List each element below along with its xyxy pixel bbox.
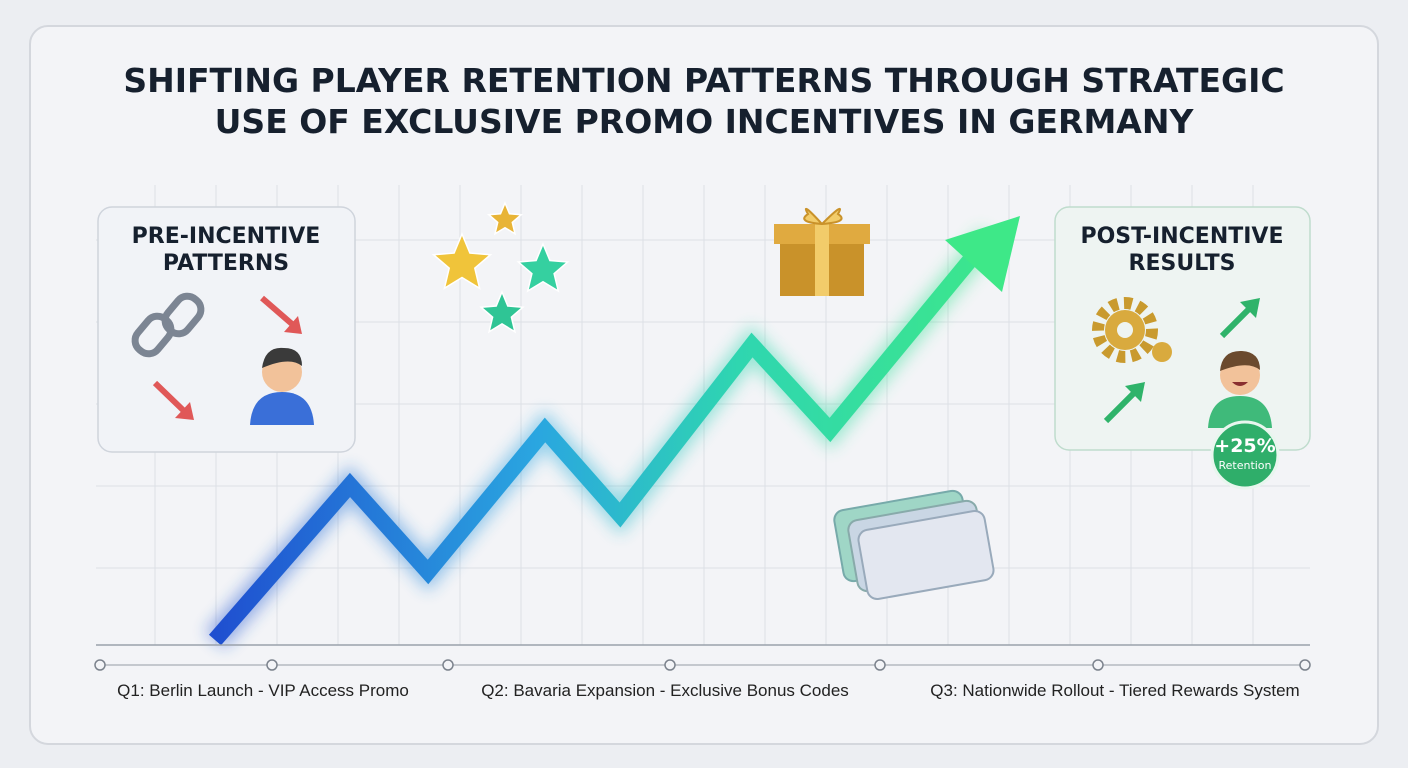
panel-title: PRE-INCENTIVE xyxy=(132,224,321,249)
timeline-label: Q1: Berlin Launch - VIP Access Promo xyxy=(117,681,409,700)
badge-label: Retention xyxy=(1218,459,1271,472)
panel-title: PATTERNS xyxy=(163,251,289,276)
happy-person-icon xyxy=(1208,350,1272,428)
timeline-dot xyxy=(94,659,106,671)
trend-line xyxy=(208,230,997,646)
gift-icon xyxy=(774,207,870,296)
retention-badge xyxy=(1210,420,1280,490)
panel-title: RESULTS xyxy=(1129,251,1236,276)
timeline-dot xyxy=(1299,659,1311,671)
timeline-dots xyxy=(94,659,1311,671)
timeline-dot xyxy=(664,659,676,671)
timeline-label: Q2: Bavaria Expansion - Exclusive Bonus … xyxy=(481,681,849,700)
cards-icon xyxy=(833,489,995,600)
timeline-dot xyxy=(1092,659,1104,671)
trend-arrowhead xyxy=(945,216,1020,292)
star xyxy=(486,201,524,236)
timeline-dot xyxy=(874,659,886,671)
title-line: SHIFTING PLAYER RETENTION PATTERNS THROU… xyxy=(123,61,1284,100)
down-arrow-icon xyxy=(152,295,302,420)
timeline-label: Q3: Nationwide Rollout - Tiered Rewards … xyxy=(930,681,1299,700)
title-line: USE OF EXCLUSIVE PROMO INCENTIVES IN GER… xyxy=(215,102,1195,141)
timeline-dot xyxy=(266,659,278,671)
timeline-dot xyxy=(442,659,454,671)
up-arrow-icon xyxy=(1103,298,1260,424)
broken-chain-icon xyxy=(131,292,205,358)
star xyxy=(516,242,570,293)
star xyxy=(431,232,493,290)
stars-icon xyxy=(431,201,570,334)
sad-person-icon xyxy=(250,347,314,425)
gear-icon xyxy=(1092,297,1172,363)
panel-title: POST-INCENTIVE xyxy=(1080,224,1283,249)
badge-value: +25% xyxy=(1214,435,1275,457)
star xyxy=(479,290,525,334)
